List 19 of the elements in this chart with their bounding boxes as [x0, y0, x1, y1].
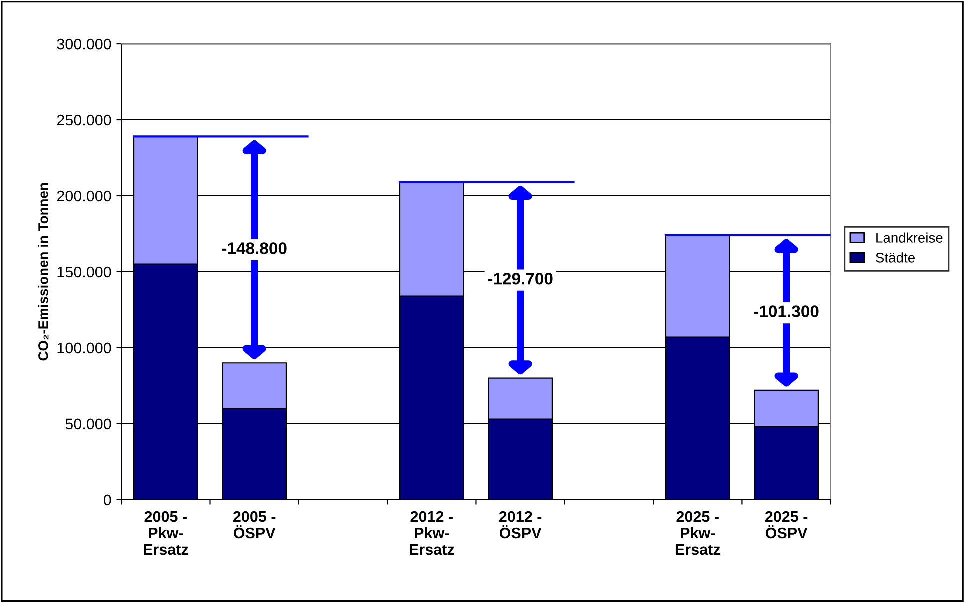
y-tick-label: 100.000	[58, 342, 112, 354]
x-tick-label: 2005 - Pkw- Ersatz	[144, 511, 188, 556]
y-tick-label: 50.000	[66, 418, 112, 430]
y-tick-label: 200.000	[57, 190, 112, 202]
x-tick-label: 2012 - ÖSPV	[499, 511, 542, 539]
legend-label: Städte	[876, 252, 915, 263]
x-tick-label: 2005 - ÖSPV	[233, 511, 276, 539]
y-tick-label: 150.000	[58, 266, 112, 278]
y-tick-label: 300.000	[57, 38, 112, 50]
y-axis-title: CO₂-Emissionen in Tonnen	[38, 183, 49, 361]
x-tick-label: 2025 - Pkw- Ersatz	[676, 511, 720, 556]
annotation: -101.300	[754, 306, 819, 318]
y-tick-label: 250.000	[57, 114, 112, 126]
annotation: -148.800	[222, 242, 287, 254]
x-tick-label: 2025 - ÖSPV	[765, 511, 808, 539]
annotation: -129.700	[488, 272, 553, 285]
legend-label: Landkreise	[876, 232, 943, 243]
y-tick-label: 0	[104, 494, 112, 506]
x-tick-label: 2012 - Pkw- Ersatz	[410, 511, 454, 556]
